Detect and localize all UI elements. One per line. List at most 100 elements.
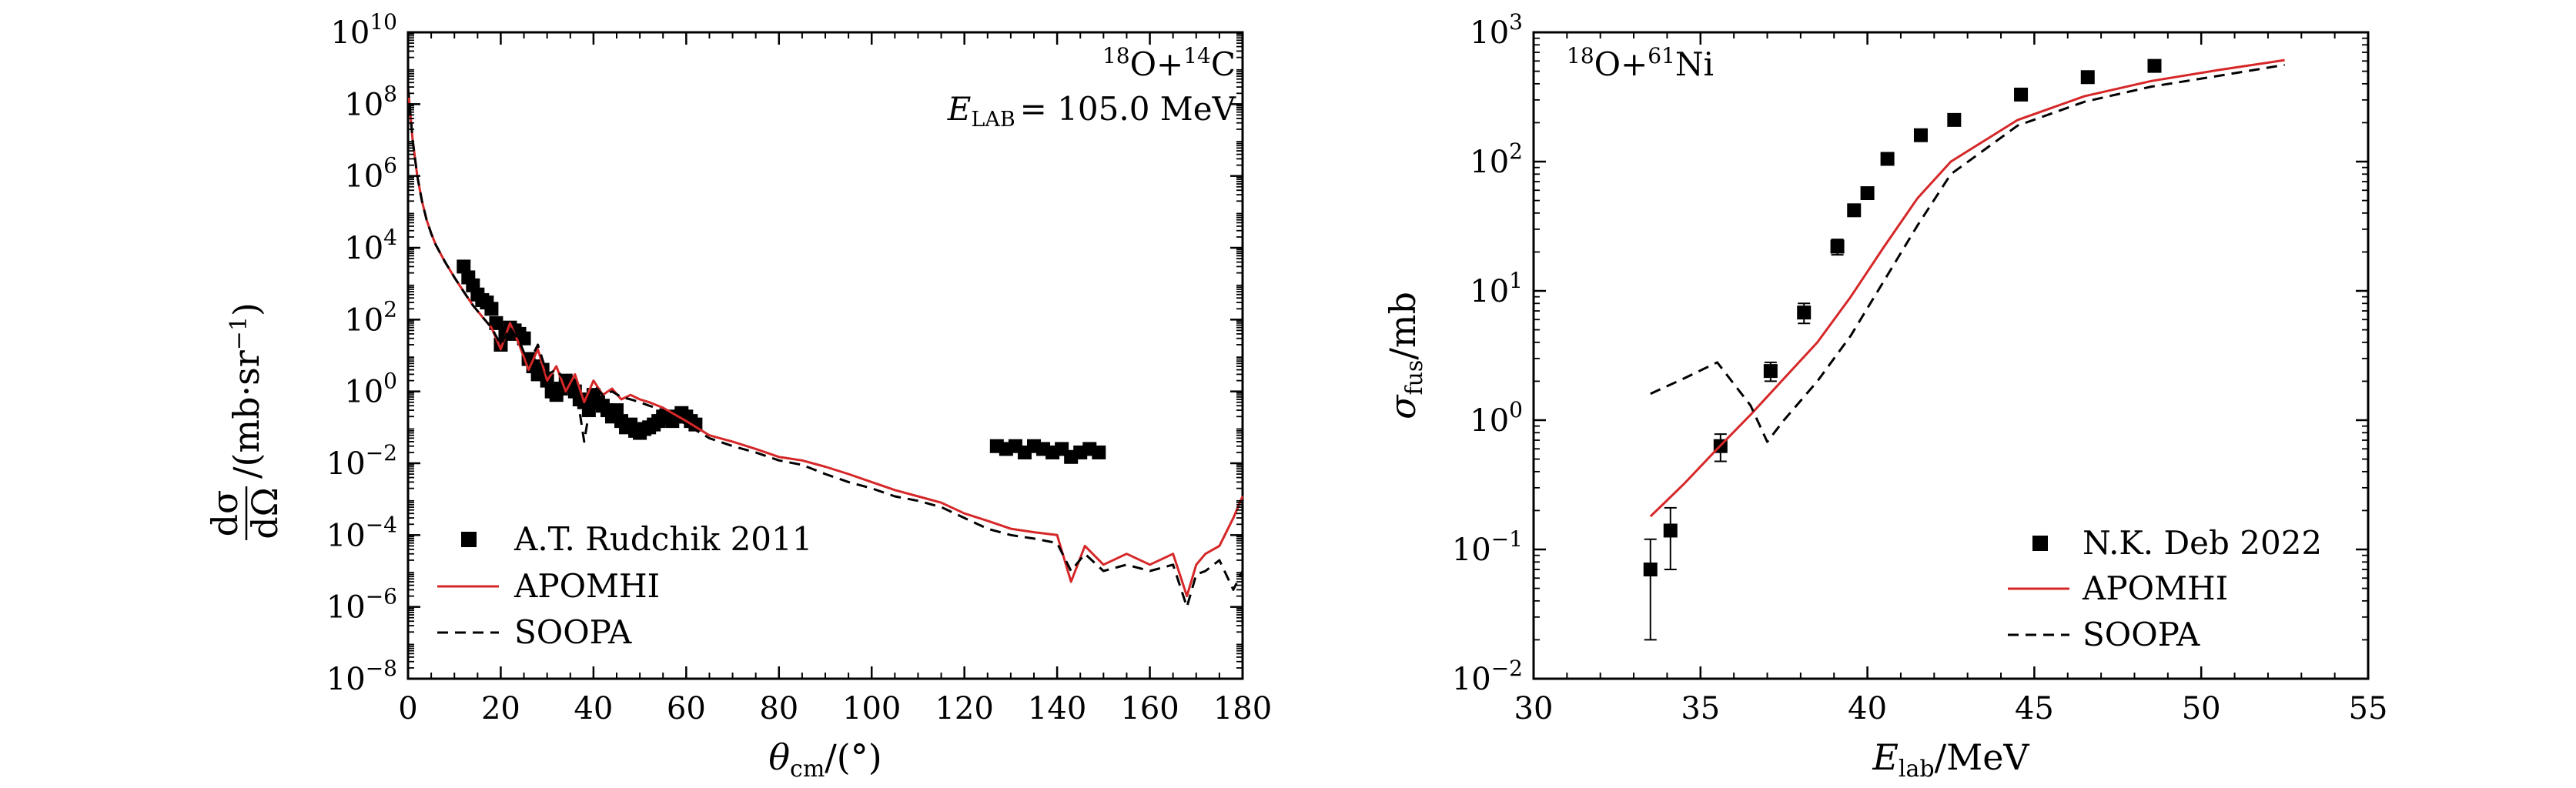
y-axis-subscript: fus	[1401, 360, 1428, 396]
target-symbol: Ni	[1675, 45, 1714, 83]
y-tick-exponent: 6	[383, 153, 397, 179]
data-point-a-t-rudchik-2011	[1092, 445, 1106, 459]
legend-label-deb: N.K. Deb 2022	[2083, 524, 2322, 562]
y-tick-base: 10	[1452, 533, 1491, 568]
y-tick-exponent: 8	[383, 81, 397, 106]
energy-symbol: E	[947, 90, 972, 128]
data-point-n-k-deb-2022	[2080, 70, 2095, 85]
y-tick-base: 10	[1470, 403, 1509, 439]
y-tick-exponent: 10	[370, 9, 397, 35]
data-point-n-k-deb-2022	[1797, 306, 1812, 320]
y-axis-unit: /(mb·sr−1)	[226, 302, 267, 479]
y-tick-label: 106	[344, 153, 397, 195]
y-tick-label: 101	[1470, 268, 1523, 309]
y-axis-symbol: σ	[1382, 394, 1423, 419]
data-point-n-k-deb-2022	[1830, 239, 1845, 254]
y-tick-label: 102	[1470, 139, 1523, 180]
plot-frame	[1532, 31, 2370, 680]
x-tick-label: 180	[1213, 691, 1272, 726]
energy-label: ELAB = 105.0 MeV	[947, 90, 1236, 132]
y-tick-exponent: −2	[366, 440, 397, 466]
x-tick-label: 80	[759, 691, 798, 726]
x-tick-label: 30	[1514, 691, 1554, 726]
series-line-apomhi	[1649, 58, 2285, 518]
target-symbol: C	[1211, 45, 1236, 83]
y-tick-base: 10	[344, 302, 383, 338]
series-line-soopa	[406, 86, 1244, 609]
y-tick-exponent: 0	[1509, 397, 1523, 422]
y-axis-unit: /mb	[1382, 292, 1423, 360]
data-point-n-k-deb-2022	[1913, 128, 1928, 142]
x-tick-label: 60	[667, 691, 706, 726]
y-tick-exponent: 2	[1509, 139, 1523, 164]
y-axis-title: σfus/mb	[1382, 292, 1428, 419]
y-tick-label: 10−1	[1452, 526, 1523, 568]
y-tick-exponent: −2	[1491, 656, 1523, 681]
x-axis-unit: /MeV	[1935, 736, 2030, 778]
x-axis-symbol: θ	[768, 736, 790, 778]
plot-area	[1643, 58, 2285, 641]
data-point-n-k-deb-2022	[2014, 87, 2029, 102]
y-tick-label: 103	[1470, 9, 1523, 51]
plot-area	[406, 86, 1244, 609]
y-axis-unit-sup: −1	[226, 316, 253, 350]
legend: A.T. Rudchik 2011 APOMHI SOOPA	[437, 520, 812, 651]
y-tick-exponent: 0	[383, 369, 397, 394]
y-tick-base: 10	[344, 375, 383, 410]
legend: N.K. Deb 2022 APOMHI SOOPA	[2008, 524, 2322, 653]
y-tick-label: 108	[344, 81, 397, 122]
y-tick-label: 10−2	[1452, 656, 1523, 697]
y-tick-label: 10−6	[326, 584, 397, 626]
x-tick-label: 50	[2182, 691, 2221, 726]
legend-marker-deb	[2032, 536, 2048, 551]
data-point-a-t-rudchik-2011	[457, 259, 471, 274]
x-tick-label: 40	[1848, 691, 1887, 726]
y-tick-label: 1010	[330, 9, 397, 51]
y-tick-base: 10	[344, 87, 383, 122]
legend-label-apomhi: APOMHI	[2082, 569, 2228, 607]
data-point-a-t-rudchik-2011	[517, 331, 531, 346]
y-tick-base: 10	[326, 590, 366, 626]
legend-label-soopa: SOOPA	[514, 613, 632, 651]
projectile-mass: 18	[1102, 43, 1130, 68]
series-line-soopa	[1650, 63, 2285, 443]
x-tick-label: 160	[1120, 691, 1179, 726]
y-tick-base: 10	[1470, 274, 1509, 309]
x-tick-label: 0	[398, 691, 417, 726]
y-axis-text: σfus/mb	[1382, 292, 1428, 419]
axes: 0 20 40 60 80 100 120 140 160 18010−810−610−410−2…	[326, 9, 1272, 726]
x-axis-subscript: cm	[790, 756, 825, 783]
y-tick-base: 10	[326, 446, 366, 482]
y-tick-label: 10−4	[326, 512, 397, 553]
x-axis-unit: /(°)	[825, 736, 882, 778]
y-tick-base: 10	[330, 15, 370, 51]
differential-cross-section-chart: 0 20 40 60 80 100 120 140 160 18010−810−610−410−2…	[204, 9, 1272, 783]
y-tick-exponent: −4	[366, 512, 397, 537]
y-tick-label: 100	[1470, 397, 1523, 439]
y-tick-label: 104	[344, 225, 397, 266]
target-mass: 61	[1648, 43, 1675, 68]
y-tick-base: 10	[1452, 662, 1491, 697]
y-tick-exponent: −1	[1491, 526, 1523, 552]
y-tick-label: 102	[344, 296, 397, 338]
y-tick-label: 10−8	[326, 656, 397, 697]
data-point-n-k-deb-2022	[1763, 364, 1778, 379]
x-tick-label: 20	[481, 691, 520, 726]
y-tick-exponent: 4	[383, 225, 397, 250]
energy-subscript: LAB	[971, 108, 1015, 132]
legend-label-apomhi: APOMHI	[514, 567, 660, 605]
energy-value: = 105.0 MeV	[1020, 90, 1236, 128]
y-tick-label: 10−2	[326, 440, 397, 482]
data-point-a-t-rudchik-2011	[484, 302, 499, 316]
y-tick-exponent: 1	[1509, 268, 1523, 293]
y-axis-unit-close: )	[226, 302, 267, 316]
legend-label-soopa: SOOPA	[2083, 616, 2200, 653]
x-tick-label: 40	[574, 691, 613, 726]
x-tick-label: 55	[2349, 691, 2388, 726]
legend-marker-rudchik	[461, 532, 477, 547]
reaction-label: 18O+14C	[1102, 43, 1236, 83]
y-tick-exponent: −8	[366, 656, 397, 681]
data-point-a-t-rudchik-2011	[489, 316, 503, 330]
